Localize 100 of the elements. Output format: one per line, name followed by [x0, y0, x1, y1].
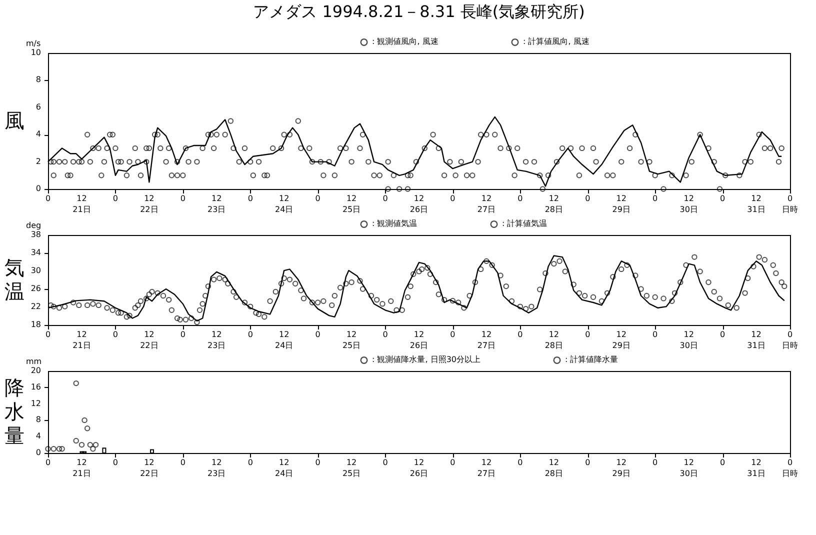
x-tick-label: 0 — [585, 330, 590, 339]
y-tick-label: 18 — [30, 320, 41, 329]
y-tick-label: 2 — [36, 156, 41, 166]
x-tick-label: 12 23日 — [208, 458, 226, 478]
y-tick-label: 16 — [30, 382, 41, 392]
y-tick-label: 10 — [30, 48, 41, 57]
chart-title: アメダス 1994.8.21－8.31 長峰(気象研究所) — [253, 2, 585, 21]
x-tick-label: 0 — [652, 330, 658, 339]
x-tick-label: 12 25日 — [342, 458, 361, 478]
x-tick-label: 0 日時 — [782, 330, 798, 350]
point — [73, 380, 79, 386]
y-tick-label: 8 — [36, 415, 41, 424]
x-tick-label: 0 — [180, 458, 186, 467]
y-tick-label: 22 — [30, 302, 41, 311]
legend-label: : 計算値降水量 — [565, 355, 618, 364]
y-tick-label: 4 — [36, 432, 41, 441]
point — [59, 446, 65, 452]
x-tick-label: 0 — [518, 194, 523, 203]
x-tick-label: 0 — [382, 194, 388, 203]
x-tick-label: 12 21日 — [72, 330, 91, 350]
x-tick-label: 12 27日 — [477, 330, 496, 350]
x-tick-label: 0 — [45, 458, 51, 467]
x-tick-label: 12 28日 — [544, 458, 564, 478]
y-tick-label: 8 — [36, 75, 41, 84]
point — [56, 446, 62, 452]
y-tick-label: 6 — [36, 102, 41, 112]
x-tick-label: 0 — [180, 330, 186, 339]
x-tick-label: 12 28日 — [544, 194, 564, 214]
y-tick-label: 0 — [36, 184, 41, 193]
x-tick-label: 0 — [652, 194, 658, 203]
y-axis-title: 気温 — [4, 256, 24, 304]
x-tick-label: 12 23日 — [208, 194, 226, 214]
x-tick-label: 12 27日 — [477, 194, 496, 214]
x-tick-label: 12 21日 — [72, 458, 91, 478]
x-tick-label: 0 — [45, 330, 51, 339]
x-tick-label: 12 30日 — [680, 330, 698, 350]
x-tick-label: 12 25日 — [342, 330, 361, 350]
x-tick-label: 0 — [112, 330, 118, 339]
x-tick-label: 0 — [518, 330, 523, 339]
y-tick-label: 26 — [30, 284, 41, 293]
legend-label: : 観測値降水量, 日照30分以上 — [372, 355, 481, 364]
legend-label: : 観測値風向, 風速 — [372, 37, 438, 46]
point — [84, 426, 90, 432]
x-tick-label: 12 27日 — [477, 458, 496, 478]
x-tick-label: 0 — [450, 194, 456, 203]
point — [82, 417, 88, 424]
x-tick-label: 0 日時 — [782, 194, 798, 214]
x-tick-label: 12 30日 — [680, 194, 698, 214]
legend-label: : 観測値気温 — [372, 219, 418, 228]
point — [87, 442, 94, 448]
x-tick-label: 12 29日 — [612, 194, 630, 214]
x-tick-label: 12 26日 — [410, 458, 428, 478]
y-tick-label: 38 — [30, 230, 41, 239]
point — [90, 446, 96, 452]
point — [73, 438, 79, 444]
x-tick-label: 12 30日 — [680, 458, 698, 478]
x-tick-label: 12 28日 — [544, 330, 564, 350]
point — [78, 442, 85, 448]
x-tick-label: 0 — [382, 458, 388, 467]
x-tick-label: 12 31日 — [747, 330, 766, 350]
x-tick-label: 0 — [450, 330, 456, 339]
x-tick-label: 12 22日 — [140, 330, 158, 350]
x-tick-label: 0 — [315, 194, 320, 203]
point — [92, 442, 99, 448]
y-axis-title: 降水量 — [4, 376, 24, 448]
x-tick-label: 0 — [315, 458, 320, 467]
x-tick-label: 12 22日 — [140, 458, 158, 478]
x-tick-label: 0 — [450, 458, 456, 467]
x-tick-label: 12 31日 — [747, 458, 766, 478]
x-tick-label: 12 31日 — [747, 194, 766, 214]
point — [50, 446, 56, 452]
x-tick-label: 0 — [248, 330, 253, 339]
y-tick-label: 0 — [36, 448, 41, 457]
x-tick-label: 0 — [585, 458, 590, 467]
x-tick-label: 12 24日 — [274, 330, 294, 350]
text: deg — [26, 221, 42, 230]
x-tick-label: 0 — [315, 330, 320, 339]
x-tick-label: 12 26日 — [410, 330, 428, 350]
x-tick-label: 0 — [720, 194, 726, 203]
y-tick-label: 34 — [30, 248, 41, 257]
x-tick-label: 0 — [585, 194, 590, 203]
legend-label: : 計算値気温 — [502, 219, 548, 228]
y-tick-label: 20 — [30, 366, 41, 375]
x-tick-label: 0 — [720, 458, 726, 467]
x-tick-label: 0 — [248, 194, 253, 203]
x-tick-label: 12 24日 — [274, 194, 294, 214]
x-tick-label: 12 24日 — [274, 458, 294, 478]
x-tick-label: 0 — [652, 458, 658, 467]
x-tick-label: 12 25日 — [342, 194, 361, 214]
y-tick-label: 4 — [36, 130, 41, 139]
x-tick-label: 12 29日 — [612, 330, 630, 350]
x-tick-label: 12 21日 — [72, 194, 91, 214]
x-tick-label: 0 — [45, 194, 51, 203]
x-tick-label: 0 — [382, 330, 388, 339]
x-tick-label: 0 — [180, 194, 186, 203]
y-tick-label: 12 — [30, 398, 41, 408]
x-tick-label: 0 日時 — [782, 458, 798, 478]
x-tick-label: 12 29日 — [612, 458, 630, 478]
legend-label: : 計算値風向, 風速 — [523, 37, 590, 46]
x-tick-label: 12 22日 — [140, 194, 158, 214]
